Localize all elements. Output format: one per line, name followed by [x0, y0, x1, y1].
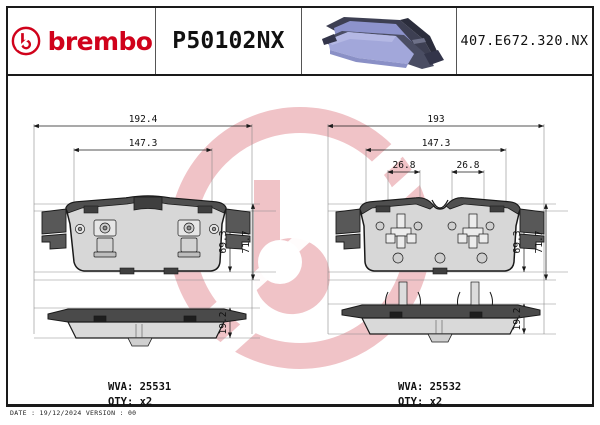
footer-text: DATE : 19/12/2024 VERSION : 00 [10, 409, 137, 417]
dim-left-overall-width: 192.4 [129, 114, 158, 125]
spec-left: WVA: 25531 QTY: x2 [108, 381, 172, 408]
dim-right-plate-height: 69.3 [512, 231, 523, 254]
part-number-cell: P50102NX [156, 8, 302, 74]
title-block: brembo P50102NX [8, 8, 592, 74]
brembo-circle-b-icon [11, 26, 40, 56]
drawing-area: 192.4 147.3 69.3 71.7 19.2 193 147.3 26.… [33, 114, 568, 347]
dim-right-overall-width: 193 [427, 114, 444, 125]
dim-right-thickness: 19.2 [512, 308, 523, 331]
part-number: P50102NX [172, 28, 285, 54]
brand-cell: brembo [8, 8, 156, 74]
reference-number: 407.E672.320.NX [460, 33, 589, 49]
dim-right-slot-right: 26.8 [457, 160, 480, 171]
dim-left-overall-height: 71.7 [241, 231, 252, 254]
brake-pad-pair-3d-icon [322, 17, 444, 69]
spec-right: WVA: 25532 QTY: x2 [398, 381, 462, 408]
dim-left-plate-height: 69.3 [218, 231, 229, 254]
product-image-cell [302, 8, 457, 74]
brand-name: brembo [47, 26, 153, 56]
dim-right-plate-width: 147.3 [422, 138, 451, 149]
header-divider [8, 74, 592, 76]
dim-left-thickness: 19.2 [218, 312, 229, 335]
dim-right-overall-height: 71.7 [534, 231, 545, 254]
reference-number-cell: 407.E672.320.NX [457, 8, 592, 74]
footer-divider [6, 406, 594, 407]
dim-left-plate-width: 147.3 [129, 138, 158, 149]
sheet-border [6, 6, 594, 406]
dim-right-slot-left: 26.8 [393, 160, 416, 171]
